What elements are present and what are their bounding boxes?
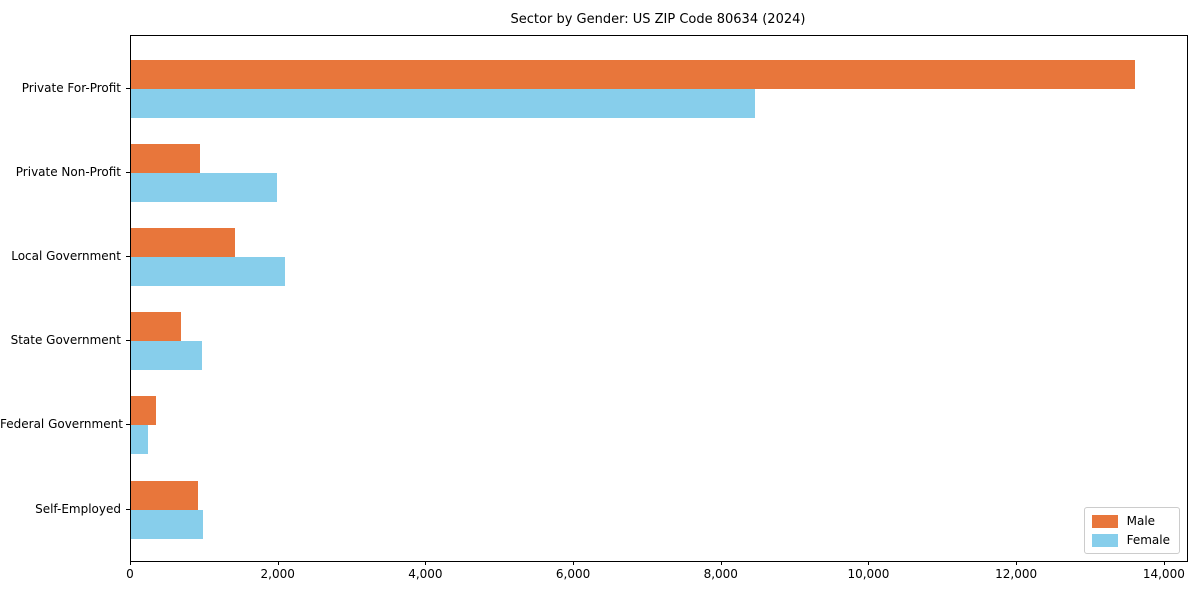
chart-title: Sector by Gender: US ZIP Code 80634 (202… xyxy=(510,12,806,27)
bar-male-3 xyxy=(131,227,235,257)
xtick-label: 2,000 xyxy=(260,567,295,581)
xtick-mark xyxy=(425,561,427,565)
legend-label: Male xyxy=(1126,514,1156,528)
ytick-label: Private For-Profit xyxy=(21,80,121,95)
xtick-label: 6,000 xyxy=(555,567,591,581)
ytick-label: State Government xyxy=(10,333,121,348)
ytick-mark xyxy=(126,508,130,510)
legend: Male Female xyxy=(1083,507,1180,554)
legend-swatch-male xyxy=(1091,514,1118,528)
xtick-mark xyxy=(1016,561,1018,565)
xtick-mark xyxy=(573,561,575,565)
ytick-mark xyxy=(126,87,130,89)
legend-item-female: Female xyxy=(1091,532,1170,548)
xtick-label: 14,000 xyxy=(1142,567,1185,581)
bar-female-6 xyxy=(131,509,203,539)
legend-item-male: Male xyxy=(1091,513,1170,529)
ytick-label: Self-Employed xyxy=(35,501,121,516)
xtick-mark xyxy=(720,561,722,565)
xtick-label: 0 xyxy=(126,567,134,581)
bar-male-5 xyxy=(131,396,156,426)
xtick-label: 10,000 xyxy=(847,567,890,581)
ytick-mark xyxy=(126,340,130,342)
xtick-label: 8,000 xyxy=(703,567,738,581)
ytick-label: Federal Government xyxy=(0,417,123,432)
ytick-mark xyxy=(126,424,130,426)
bar-female-2 xyxy=(131,172,277,202)
xtick-mark xyxy=(130,561,131,565)
ytick-mark xyxy=(126,171,130,173)
bar-female-3 xyxy=(131,256,285,286)
legend-swatch-female xyxy=(1091,533,1118,547)
plot-area: Male Female xyxy=(130,35,1188,562)
xtick-label: 4,000 xyxy=(408,567,443,581)
bar-male-4 xyxy=(131,312,181,342)
bar-male-1 xyxy=(131,59,1135,89)
xtick-label: 12,000 xyxy=(995,567,1038,581)
bar-female-4 xyxy=(131,341,202,371)
bar-male-2 xyxy=(131,143,200,173)
bar-female-1 xyxy=(131,88,755,118)
ytick-label: Private Non-Profit xyxy=(15,164,121,179)
xtick-mark xyxy=(277,561,279,565)
legend-label: Female xyxy=(1126,533,1170,547)
xtick-mark xyxy=(1163,561,1165,565)
xtick-mark xyxy=(868,561,870,565)
ytick-mark xyxy=(126,255,130,257)
bar-male-6 xyxy=(131,480,198,510)
bar-female-5 xyxy=(131,425,148,455)
ytick-label: Local Government xyxy=(11,248,121,263)
